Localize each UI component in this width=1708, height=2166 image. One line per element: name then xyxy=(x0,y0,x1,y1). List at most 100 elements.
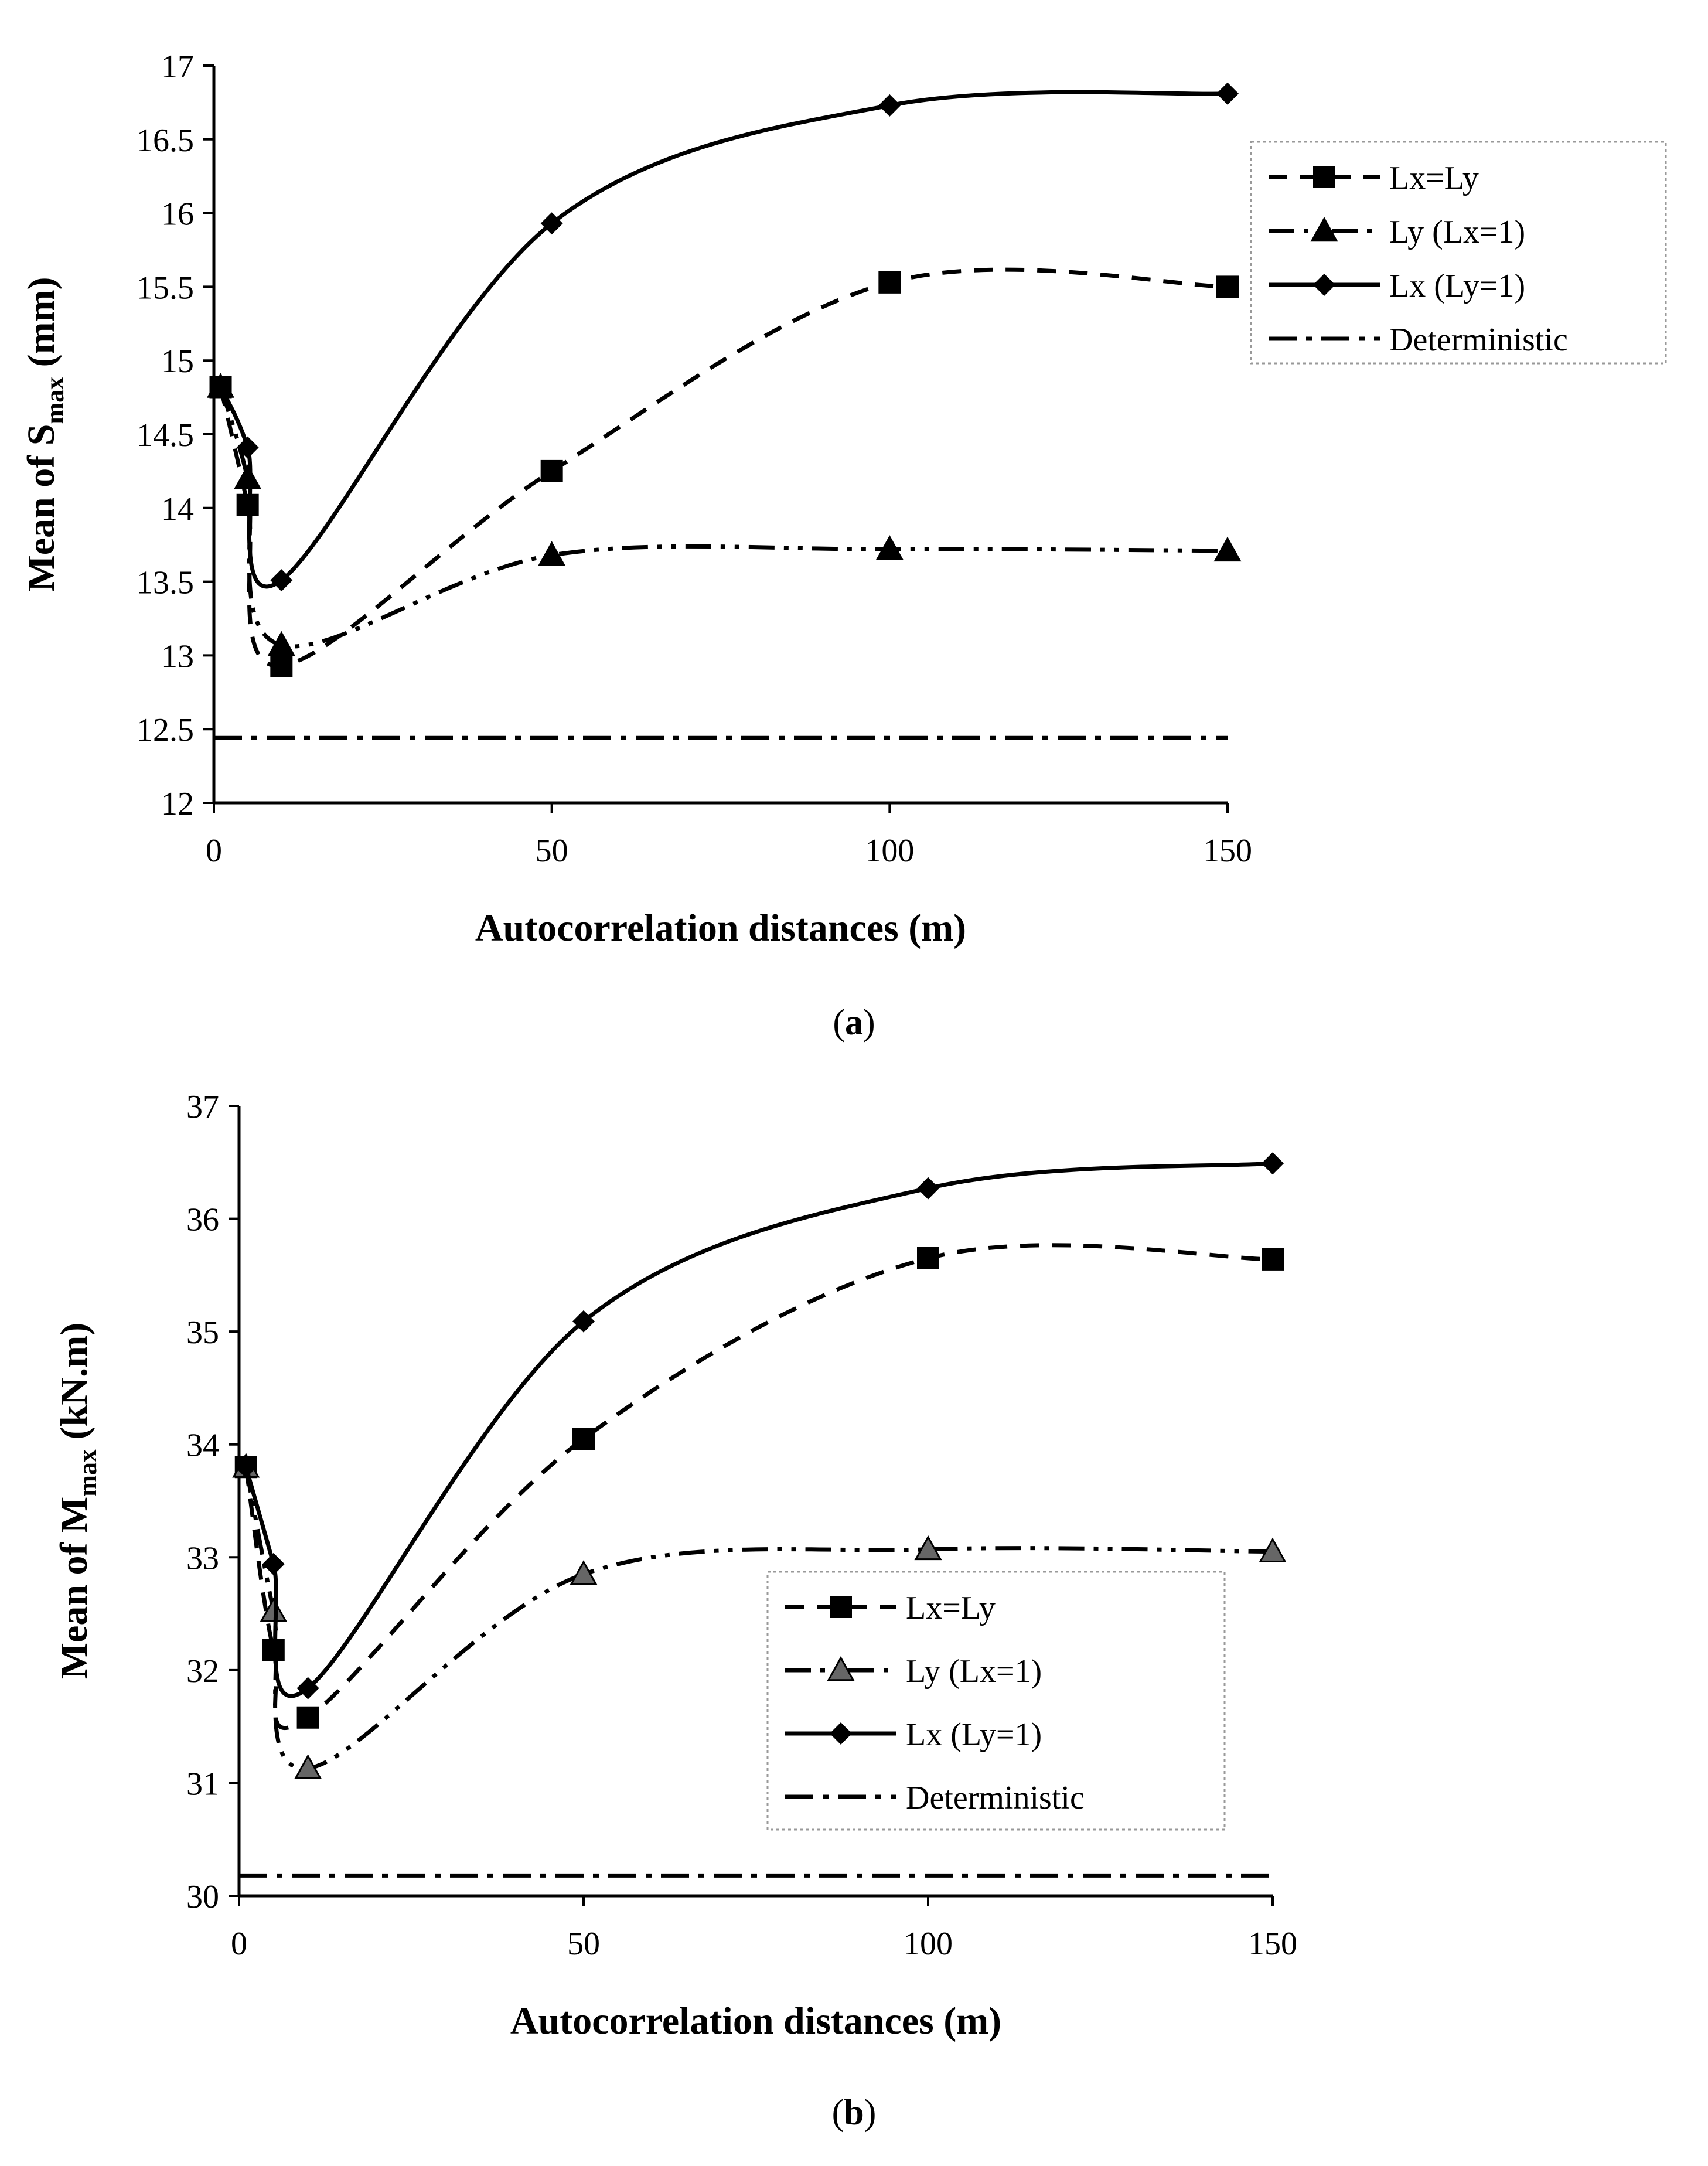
y-axis-label-subscript: max xyxy=(40,377,69,424)
legend-marker xyxy=(827,1656,855,1681)
data-point xyxy=(209,376,232,399)
legend: Lx=Ly Ly (Lx=1) Lx (Ly=1) Deterministic xyxy=(766,1571,1226,1831)
data-point xyxy=(538,541,566,566)
y-axis-label-unit: (kN.m) xyxy=(53,1323,96,1449)
y-tick-label: 34 xyxy=(186,1428,219,1464)
y-tick-label: 16.5 xyxy=(137,122,194,159)
data-point xyxy=(270,569,293,592)
series-line-lx-ly-1 xyxy=(244,1161,1273,1698)
chart-panel-b: 30 31 32 33 34 35 36 37 0 50 100 150 Autocorrelation… xyxy=(0,1078,1708,2166)
y-tick-label: 31 xyxy=(186,1766,219,1802)
data-point xyxy=(572,1310,595,1333)
y-tick-label: 37 xyxy=(186,1089,219,1125)
legend-marker xyxy=(1313,166,1335,188)
y-axis-label-main: Mean of S xyxy=(20,424,63,592)
legend-marker xyxy=(1313,274,1335,296)
y-axis-label-main: Mean of M xyxy=(53,1497,96,1680)
y-tick-label: 13 xyxy=(161,638,194,675)
legend-marker xyxy=(1310,216,1338,242)
data-point xyxy=(1213,536,1242,562)
x-tick-label: 50 xyxy=(536,833,568,869)
data-point xyxy=(917,1177,939,1200)
legend-label: Deterministic xyxy=(1389,322,1568,358)
y-tick-label: 15.5 xyxy=(137,270,194,306)
legend-item-lx-ly-1: Lx (Ly=1) xyxy=(1269,268,1525,304)
legend-label: Ly (Lx=1) xyxy=(1389,214,1525,250)
series-lx-ly-1 xyxy=(209,82,1239,592)
series-ly-lx-1 xyxy=(206,373,1242,656)
y-tick-label: 32 xyxy=(186,1653,219,1690)
data-point xyxy=(878,94,901,117)
legend-label: Deterministic xyxy=(906,1780,1085,1816)
data-point xyxy=(270,655,293,677)
data-point xyxy=(878,271,901,294)
legend-item-ly-lx-1: Ly (Lx=1) xyxy=(785,1653,1042,1690)
data-point xyxy=(1262,1152,1284,1175)
data-point xyxy=(1216,82,1239,105)
y-tick-label: 13.5 xyxy=(137,565,194,601)
series-lx-ly-1 xyxy=(234,1152,1284,1700)
y-tick-label: 35 xyxy=(186,1314,219,1351)
y-axis-label-subscript: max xyxy=(73,1449,102,1497)
panel-label-b: (b) xyxy=(831,2093,877,2133)
series-line-ly-lx-1 xyxy=(219,386,1228,649)
series-line-lx-ly-1 xyxy=(219,90,1228,589)
x-tick-label: 150 xyxy=(1248,1926,1297,1962)
x-tick-label: 0 xyxy=(206,833,222,869)
data-point xyxy=(1216,275,1239,298)
chart-b-plot: 30 31 32 33 34 35 36 37 0 50 100 150 Autocorrelation… xyxy=(53,1089,1297,2042)
x-tick-label: 50 xyxy=(567,1926,600,1962)
y-tick-label: 17 xyxy=(161,49,194,85)
data-point xyxy=(570,1560,598,1585)
legend-label: Lx=Ly xyxy=(1389,160,1479,196)
legend-label: Ly (Lx=1) xyxy=(906,1653,1042,1690)
x-tick-label: 0 xyxy=(231,1926,247,1962)
y-tick-label: 30 xyxy=(186,1879,219,1915)
legend: Lx=Ly Ly (Lx=1) Lx (Ly=1) Deterministic xyxy=(1250,141,1667,365)
data-point xyxy=(234,464,262,489)
x-axis-label: Autocorrelation distances (m) xyxy=(475,907,966,949)
data-point xyxy=(234,1456,257,1479)
y-tick-label: 12 xyxy=(161,786,194,822)
y-axis-label: Mean of Mmax (kN.m) xyxy=(53,1323,102,1680)
chart-a-plot: 12 12.5 13 13.5 14 14.5 15 15.5 16 16.5 17 0 50 100 15… xyxy=(20,49,1667,949)
data-point xyxy=(572,1428,595,1450)
y-tick-label: 14.5 xyxy=(137,417,194,454)
legend-marker xyxy=(830,1596,852,1618)
legend-item-lx-ly: Lx=Ly xyxy=(785,1590,996,1626)
x-tick-label: 150 xyxy=(1203,833,1252,869)
legend-item-ly-lx-1: Ly (Lx=1) xyxy=(1269,214,1525,250)
chart-panel-a: 12 12.5 13 13.5 14 14.5 15 15.5 16 16.5 17 0 50 100 15… xyxy=(0,0,1708,1078)
x-tick-label: 100 xyxy=(904,1926,953,1962)
data-point xyxy=(540,212,563,235)
data-point xyxy=(296,1706,319,1729)
legend-item-lx-ly-1: Lx (Ly=1) xyxy=(785,1717,1042,1753)
legend-item-deterministic: Deterministic xyxy=(1269,322,1568,358)
y-tick-label: 36 xyxy=(186,1202,219,1238)
data-point xyxy=(875,535,904,560)
legend-label: Lx (Ly=1) xyxy=(1389,268,1525,304)
data-point xyxy=(1262,1248,1284,1271)
data-point xyxy=(296,1677,319,1700)
y-tick-label: 12.5 xyxy=(137,712,194,748)
data-point xyxy=(294,1754,322,1779)
data-point xyxy=(262,1552,285,1575)
series-line-lx-ly xyxy=(219,267,1228,668)
data-point xyxy=(540,459,563,482)
data-point xyxy=(914,1535,942,1561)
y-tick-label: 33 xyxy=(186,1540,219,1576)
y-tick-label: 15 xyxy=(161,343,194,380)
panel-label-a: (a) xyxy=(833,1003,875,1043)
y-axis-label: Mean of Smax (mm) xyxy=(20,277,69,591)
legend-item-deterministic: Deterministic xyxy=(785,1780,1085,1816)
y-axis-label-unit: (mm) xyxy=(20,277,63,376)
data-point xyxy=(267,631,295,656)
data-point xyxy=(236,436,259,459)
legend-item-lx-ly: Lx=Ly xyxy=(1269,160,1479,196)
legend-marker xyxy=(830,1722,852,1745)
data-point xyxy=(1259,1537,1287,1562)
legend-label: Lx=Ly xyxy=(906,1590,996,1626)
legend-label: Lx (Ly=1) xyxy=(906,1717,1042,1753)
series-line-ly-lx-1 xyxy=(244,1466,1273,1771)
data-point xyxy=(917,1247,939,1269)
